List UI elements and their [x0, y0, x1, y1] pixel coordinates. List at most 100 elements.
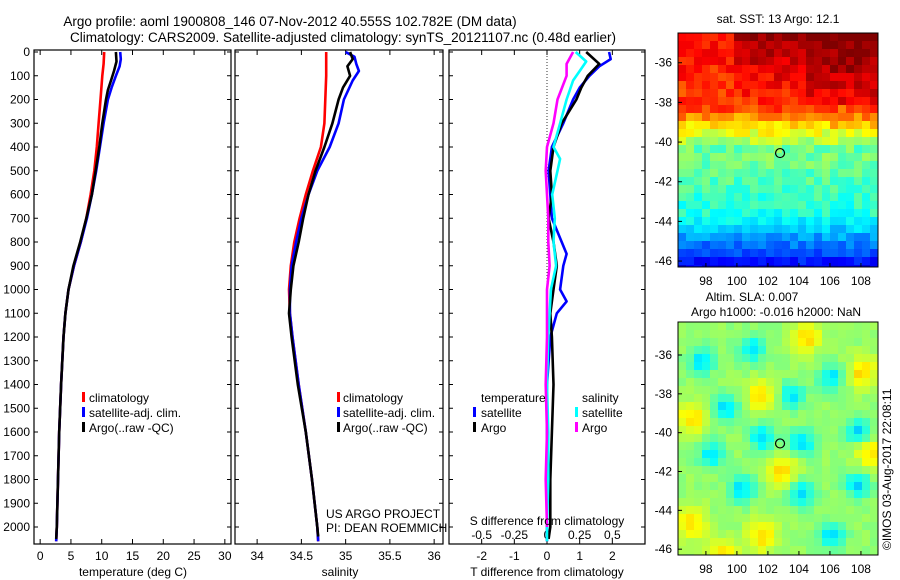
depth-tick-label: 1300 [3, 354, 30, 368]
heatmap-cell [750, 362, 759, 371]
heatmap-cell [726, 33, 735, 42]
heatmap-cell [830, 137, 839, 146]
heatmap-cell [742, 185, 751, 194]
heatmap-cell [686, 41, 695, 50]
heatmap-cell [758, 145, 767, 154]
legend-swatch-climatology [82, 392, 85, 402]
heatmap-cell [718, 498, 727, 507]
heatmap-cell [846, 514, 855, 523]
heatmap-cell [726, 241, 735, 250]
heatmap-cell [694, 129, 703, 138]
heatmap-cell [854, 434, 863, 443]
heatmap-cell [838, 322, 847, 331]
heatmap-cell [862, 201, 871, 210]
heatmap-cell [718, 394, 727, 403]
heatmap-cell [774, 450, 783, 459]
heatmap-cell [726, 338, 735, 347]
heatmap-cell [838, 450, 847, 459]
depth-tick-label: 2000 [3, 520, 30, 534]
heatmap-cell [854, 185, 863, 194]
heatmap-cell [774, 402, 783, 411]
heatmap-cell [790, 434, 799, 443]
heatmap-cell [710, 225, 719, 234]
legend-swatch-s-satellite [575, 407, 578, 417]
heatmap-cell [838, 434, 847, 443]
heatmap-cell [686, 490, 695, 499]
heatmap-cell [870, 466, 879, 475]
heatmap-cell [854, 241, 863, 250]
heatmap-cell [862, 442, 871, 451]
heatmap-cell [846, 257, 855, 266]
lon-tick-label: 108 [851, 562, 871, 576]
heatmap-cell [830, 241, 839, 250]
heatmap-cell [702, 177, 711, 186]
heatmap-cell [718, 257, 727, 266]
heatmap-cell [798, 169, 807, 178]
heatmap-cell [822, 249, 831, 258]
heatmap-cell [806, 209, 815, 218]
heatmap-cell [702, 498, 711, 507]
heatmap-cell [838, 65, 847, 74]
heatmap-cell [822, 49, 831, 58]
heatmap-cell [782, 450, 791, 459]
heatmap-cell [806, 514, 815, 523]
heatmap-cell [822, 33, 831, 42]
heatmap-cell [758, 370, 767, 379]
heatmap-cell [822, 418, 831, 427]
heatmap-cell [798, 249, 807, 258]
heatmap-cell [734, 402, 743, 411]
heatmap-cell [870, 145, 879, 154]
heatmap-cell [862, 482, 871, 491]
lon-tick-label: 108 [851, 274, 871, 288]
heatmap-cell [726, 538, 735, 547]
heatmap-cell [798, 257, 807, 266]
heatmap-cell [798, 233, 807, 242]
heatmap-cell [734, 161, 743, 170]
heatmap-cell [734, 458, 743, 467]
heatmap-cell [702, 65, 711, 74]
heatmap-cell [814, 65, 823, 74]
heatmap-cell [822, 482, 831, 491]
heatmap-cell [822, 538, 831, 547]
heatmap-cell [846, 530, 855, 539]
heatmap-cell [726, 330, 735, 339]
heatmap-cell [710, 153, 719, 162]
heatmap-cell [678, 57, 687, 66]
heatmap-cell [774, 378, 783, 387]
heatmap-cell [694, 442, 703, 451]
heatmap-cell [806, 506, 815, 515]
heatmap-cell [718, 330, 727, 339]
heatmap-cell [854, 418, 863, 427]
legend-label-t-satellite: satellite [481, 406, 522, 420]
heatmap-cell [862, 241, 871, 250]
lon-tick-label: 106 [820, 274, 840, 288]
heatmap-cell [718, 362, 727, 371]
heatmap-cell [814, 466, 823, 475]
x-tick-label: -2 [476, 549, 487, 563]
heatmap-cell [862, 450, 871, 459]
heatmap-cell [702, 546, 711, 555]
heatmap-cell [870, 394, 879, 403]
heatmap-cell [806, 426, 815, 435]
heatmap-cell [854, 394, 863, 403]
heatmap-cell [806, 145, 815, 154]
heatmap-cell [702, 522, 711, 531]
heatmap-cell [830, 65, 839, 74]
heatmap-cell [742, 482, 751, 491]
heatmap-cell [798, 265, 807, 268]
heatmap-cell [814, 161, 823, 170]
heatmap-cell [790, 257, 799, 266]
heatmap-cell [766, 498, 775, 507]
heatmap-cell [782, 362, 791, 371]
heatmap-cell [766, 129, 775, 138]
heatmap-cells [678, 322, 879, 556]
heatmap-cell [726, 522, 735, 531]
heatmap-cell [686, 57, 695, 66]
heatmap-cell [782, 354, 791, 363]
heatmap-cell [686, 378, 695, 387]
heatmap-cell [814, 137, 823, 146]
heatmap-cell [798, 362, 807, 371]
heatmap-cell [814, 346, 823, 355]
heatmap-cell [750, 418, 759, 427]
heatmap-cell [830, 193, 839, 202]
